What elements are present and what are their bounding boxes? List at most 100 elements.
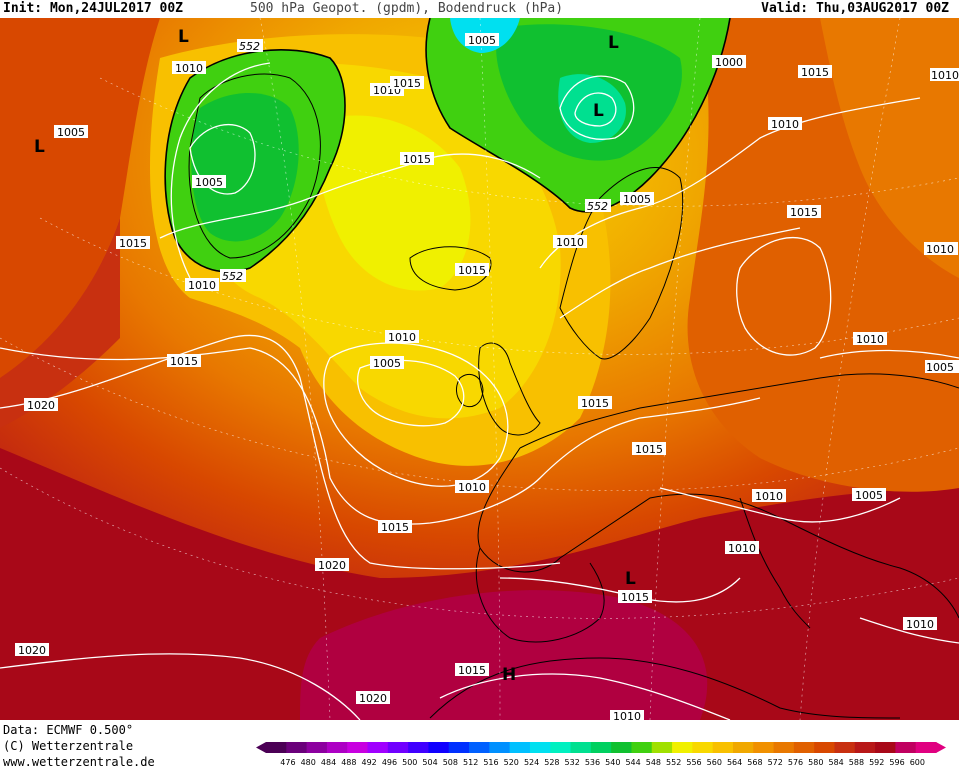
- colorbar-swatch: [367, 742, 389, 753]
- isobar-label: 1020: [24, 398, 58, 412]
- isobar-label: 1010: [553, 235, 587, 249]
- colorbar-tick-label: 488: [341, 758, 356, 767]
- svg-text:552: 552: [239, 40, 260, 53]
- isobar-label: 1015: [390, 76, 424, 90]
- svg-text:1010: 1010: [755, 490, 783, 503]
- isobar-label: 1015: [167, 354, 201, 368]
- colorbar-swatch: [509, 742, 531, 753]
- colorbar-swatch: [286, 742, 308, 753]
- lat-lon-grid: [0, 18, 959, 720]
- colorbar-tick-label: 508: [443, 758, 458, 767]
- map-title: 500 hPa Geopot. (gpdm), Bodendruck (hPa): [250, 1, 564, 16]
- colorbar-tick-label: 560: [707, 758, 722, 767]
- colorbar-tick-label: 572: [768, 758, 783, 767]
- colorbar-swatch: [915, 742, 937, 753]
- colorbar-tick-label: 544: [625, 758, 640, 767]
- weather-map[interactable]: 1010 1020 1015 1005 1010 552 1010 1015 1…: [0, 18, 959, 720]
- svg-text:1015: 1015: [403, 153, 431, 166]
- colorbar-swatch: [732, 742, 754, 753]
- isobar-label: 1005: [192, 175, 226, 189]
- high-geopotential-south-core: [300, 590, 708, 720]
- isobar-label: 1005: [852, 488, 886, 502]
- svg-text:1010: 1010: [175, 62, 203, 75]
- isobar-1005-central: [357, 359, 465, 427]
- colorbar-tick-label: 492: [362, 758, 377, 767]
- colorbar-swatch: [489, 742, 511, 753]
- low-center-marker: L: [178, 27, 189, 47]
- colorbar-swatch: [448, 742, 470, 753]
- colorbar-swatch: [611, 742, 632, 753]
- coast-iceland: [409, 246, 492, 291]
- colorbar-swatch: [266, 742, 287, 753]
- contour-552-arctic: [425, 18, 731, 213]
- gp-label: 552: [237, 39, 263, 53]
- colorbar-swatch: [651, 742, 673, 753]
- isobar-label: 1005: [370, 356, 404, 370]
- colorbar-swatch: [529, 742, 551, 753]
- gp-label: 552: [585, 199, 611, 213]
- svg-text:1015: 1015: [381, 521, 409, 534]
- colorbar-tick-label: 536: [585, 758, 600, 767]
- isobar-1010-central: [323, 342, 509, 487]
- isobar-label: 1015: [116, 236, 150, 250]
- colorbar-swatch: [672, 742, 693, 753]
- colorbar-swatch: [753, 742, 775, 753]
- isobar-1020-south: [0, 653, 361, 720]
- svg-text:1010: 1010: [188, 279, 216, 292]
- svg-text:1010: 1010: [613, 710, 641, 720]
- coast-british-isles: [478, 342, 541, 436]
- svg-text:552: 552: [222, 270, 243, 283]
- colorbar-swatch: [469, 742, 490, 753]
- isobar-label: 1000: [712, 55, 746, 69]
- colorbar-tick-label: 504: [422, 758, 437, 767]
- coast-italy: [739, 497, 811, 629]
- isobar-label: 1010: [924, 242, 958, 256]
- svg-text:1005: 1005: [468, 34, 496, 47]
- colorbar-swatch: [773, 742, 795, 753]
- isobar-label: 1010: [930, 68, 959, 82]
- isobar-label: 1020: [15, 643, 49, 657]
- isobar-label: 1015: [618, 590, 652, 604]
- contour-552-greenland: [164, 49, 346, 273]
- colorbar-tick-label: 476: [280, 758, 295, 767]
- website-url[interactable]: www.wetterzentrale.de: [3, 755, 155, 769]
- high-center-marker: H: [502, 665, 516, 685]
- svg-text:1015: 1015: [621, 591, 649, 604]
- colorbar-tick-label: 568: [747, 758, 762, 767]
- isobar-label: 1005: [620, 192, 654, 206]
- isobar-label: 1015: [455, 663, 489, 677]
- isobar-label: 1015: [798, 65, 832, 79]
- colorbar-swatch: [895, 742, 917, 753]
- svg-text:1010: 1010: [931, 69, 959, 82]
- svg-text:1020: 1020: [318, 559, 346, 572]
- colorbar-swatch: [590, 742, 612, 753]
- colorbar-tick-label: 500: [402, 758, 417, 767]
- isobar-1010-scandinavia: [539, 97, 921, 269]
- svg-text:1010: 1010: [856, 333, 884, 346]
- isobar-label: 1010: [455, 480, 489, 494]
- svg-text:1005: 1005: [195, 176, 223, 189]
- colorbar-tick-label: 532: [565, 758, 580, 767]
- low-center-marker: L: [593, 101, 604, 121]
- copyright: (C) Wetterzentrale: [3, 739, 134, 753]
- geopotential-west-outer: [0, 218, 120, 428]
- isobar-label: 1010: [385, 330, 419, 344]
- low-center-marker: L: [625, 569, 636, 589]
- svg-text:1015: 1015: [119, 237, 147, 250]
- svg-text:1015: 1015: [635, 443, 663, 456]
- geopotential-colorbar: 476 480 484 488 492 496 500 504 508 512 516 520 524 5…: [256, 742, 956, 768]
- svg-text:1020: 1020: [27, 399, 55, 412]
- colorbar-swatch: [814, 742, 835, 753]
- isobar-label: 1005: [925, 360, 959, 374]
- colorbar-tick-label: 540: [605, 758, 620, 767]
- isobar-1005-arctic: [559, 75, 635, 140]
- isobar-label: 1020: [315, 558, 349, 572]
- svg-text:1005: 1005: [623, 193, 651, 206]
- colorbar-tick-label: 564: [727, 758, 742, 767]
- isobar-label: 1020: [356, 691, 390, 705]
- colorbar-tick-label: 584: [828, 758, 843, 767]
- colorbar-arrow-right: [936, 742, 946, 753]
- colorbar-swatch: [793, 742, 815, 753]
- isobar-1010-east: [819, 349, 959, 359]
- svg-text:1010: 1010: [728, 542, 756, 555]
